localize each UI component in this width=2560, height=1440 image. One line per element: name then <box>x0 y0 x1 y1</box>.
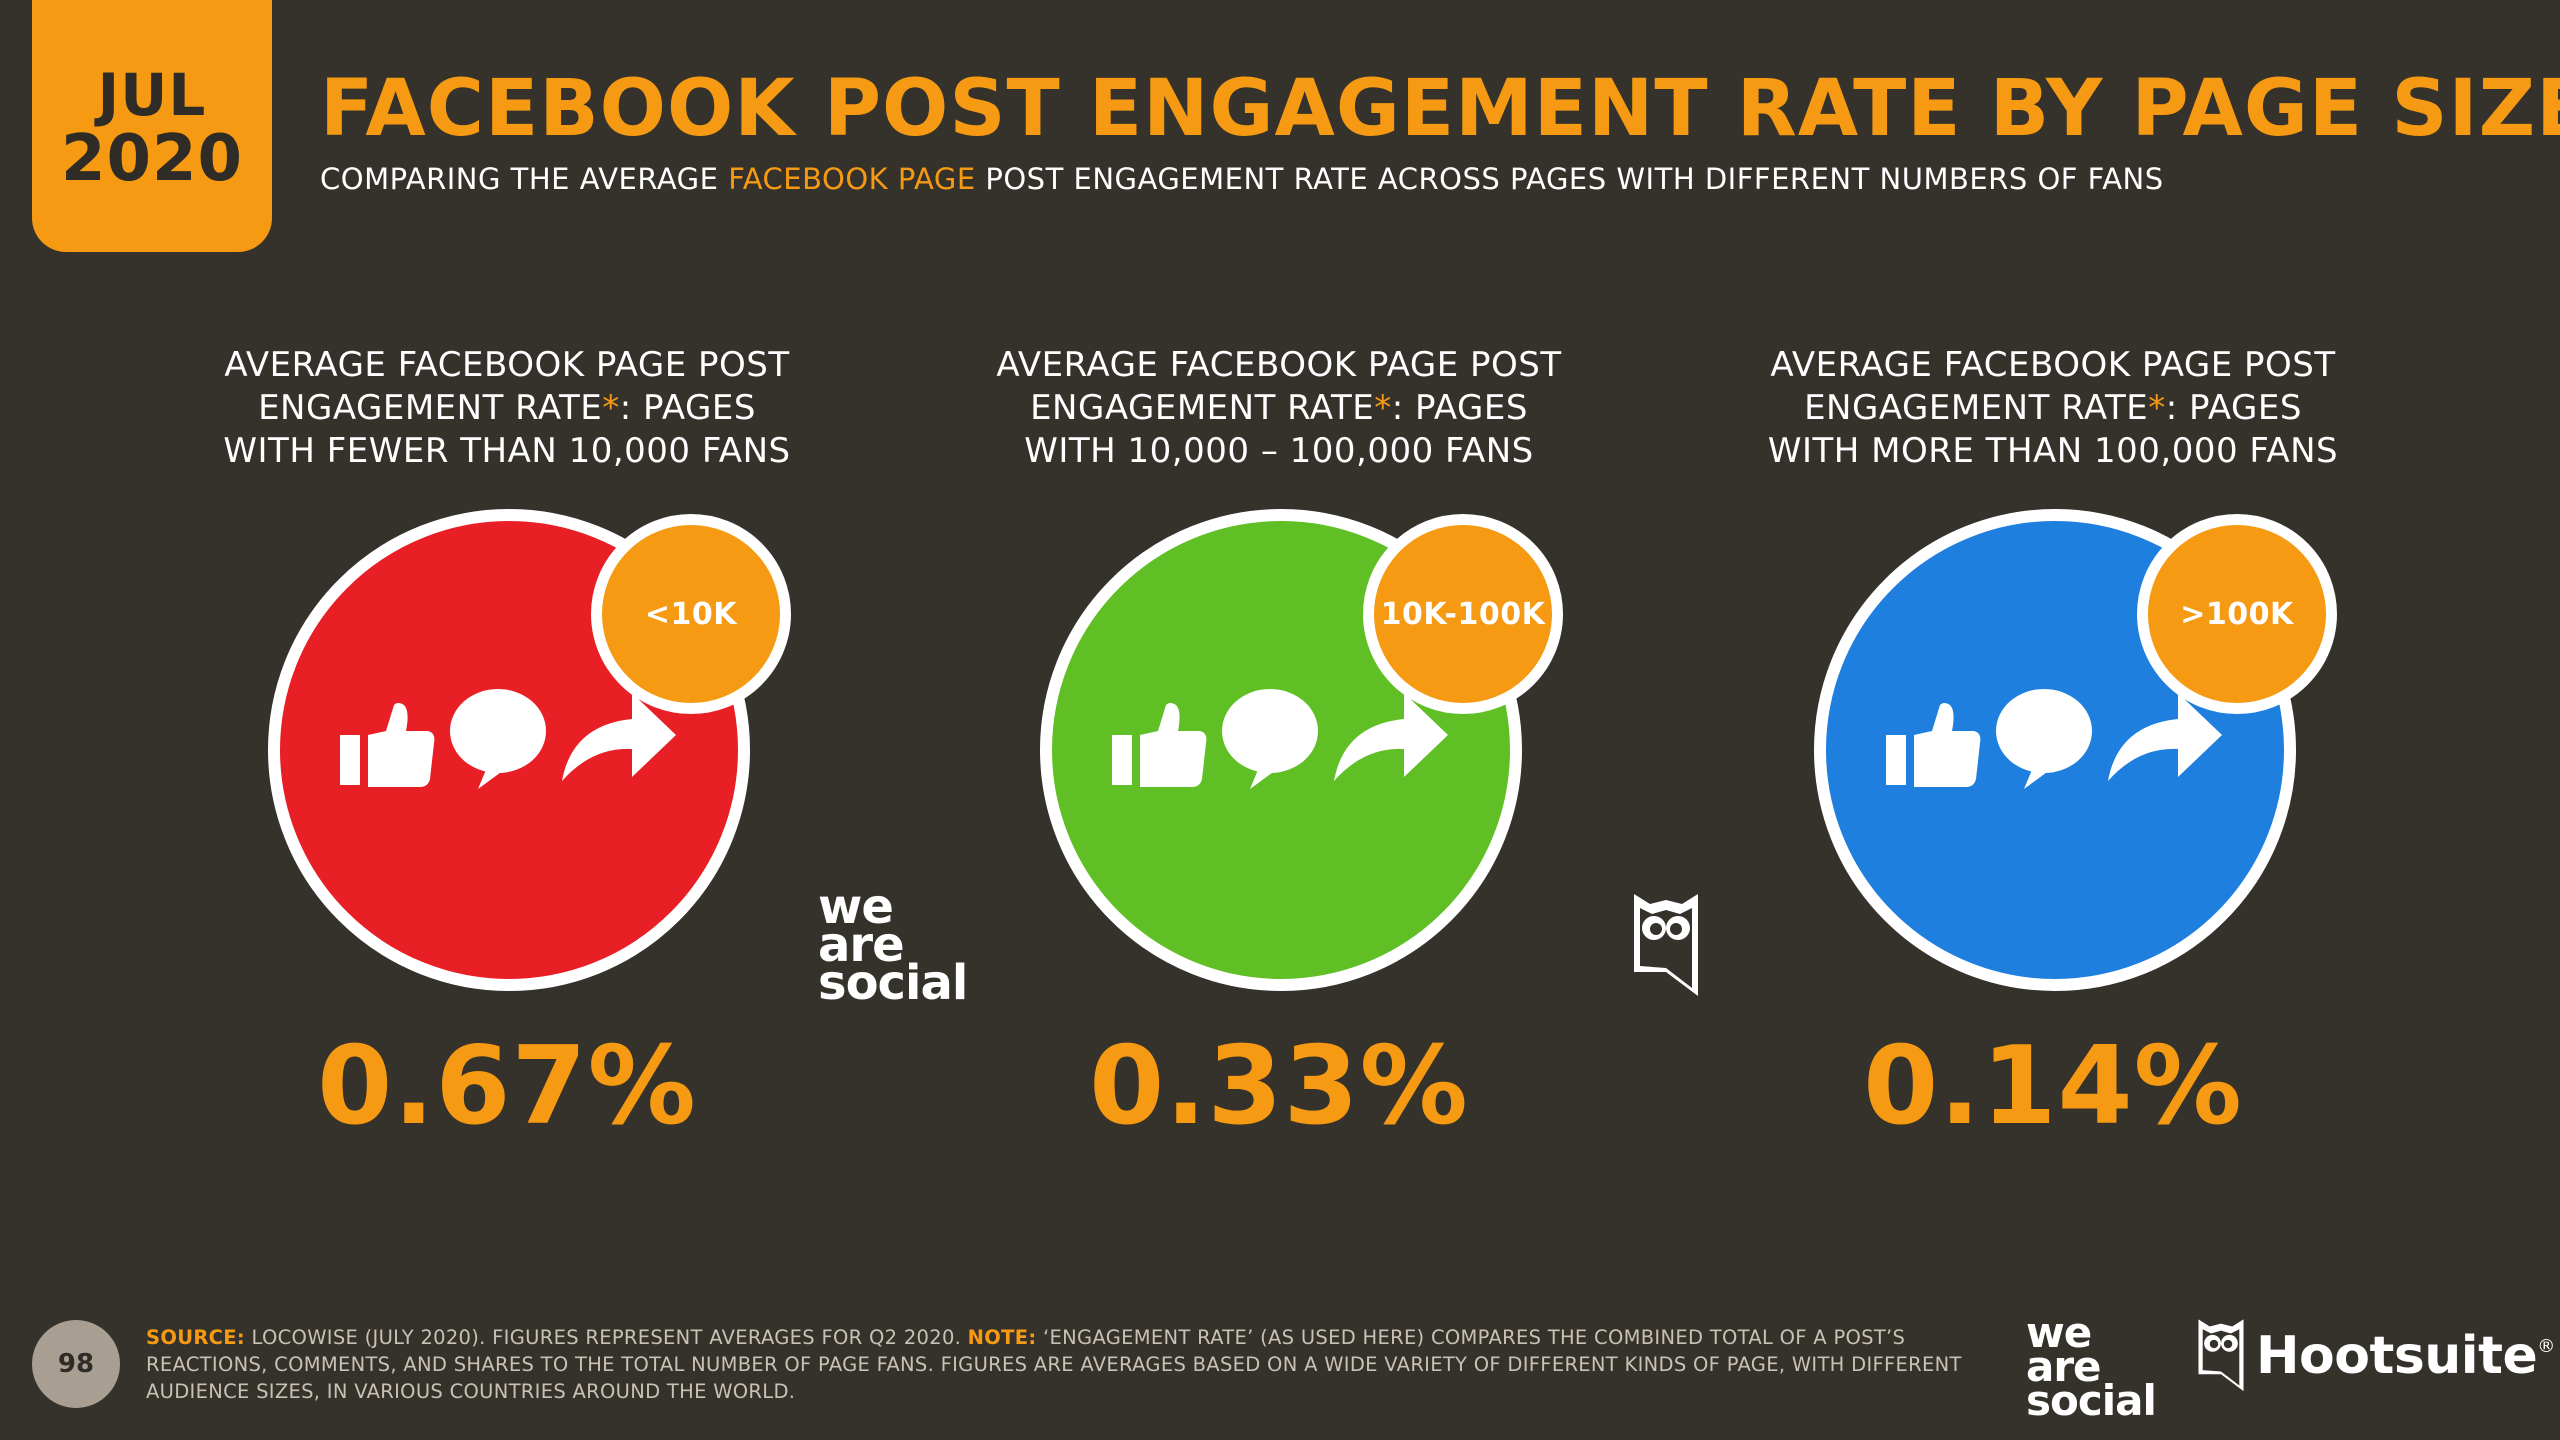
asterisk: * <box>2148 388 2166 428</box>
date-tab: JUL 2020 <box>32 0 272 252</box>
engagement-icons <box>340 681 680 801</box>
caption-line-3: WITH 10,000 – 100,000 FANS <box>1024 431 1534 471</box>
thumbs-up-icon <box>340 703 435 787</box>
share-arrow-icon <box>562 693 676 781</box>
column-caption: AVERAGE FACEBOOK PAGE POST ENGAGEMENT RA… <box>959 344 1599 473</box>
speech-bubble-icon <box>450 689 546 789</box>
registered-mark: ® <box>2537 1336 2556 1357</box>
caption-line-2-text: ENGAGEMENT RATE <box>258 388 603 428</box>
source-text: LOCOWISE (JULY 2020). FIGURES REPRESENT … <box>245 1326 968 1349</box>
engagement-circle-green <box>1040 509 1522 991</box>
column-caption: AVERAGE FACEBOOK PAGE POST ENGAGEMENT RA… <box>1733 344 2373 473</box>
page-size-badge: <10K <box>591 514 791 714</box>
caption-line-2-suffix: : PAGES <box>1391 388 1528 428</box>
caption-line-3: WITH FEWER THAN 10,000 FANS <box>223 431 791 471</box>
page-size-badge: >100K <box>2137 514 2337 714</box>
page-title: FACEBOOK POST ENGAGEMENT RATE BY PAGE SI… <box>320 64 2560 154</box>
caption-line-2: ENGAGEMENT RATE*: PAGES <box>187 387 827 430</box>
logo-word-we: we <box>2026 1308 2092 1357</box>
column-small-pages: AVERAGE FACEBOOK PAGE POST ENGAGEMENT RA… <box>187 344 827 1164</box>
caption-line-2-suffix: : PAGES <box>619 388 756 428</box>
asterisk: * <box>602 388 620 428</box>
logo-word-social: social <box>818 955 968 1011</box>
page-number: 98 <box>32 1320 120 1408</box>
we-are-social-logo: we are social <box>818 879 978 1011</box>
engagement-rate-value: 0.33% <box>1089 1024 1469 1149</box>
caption-line-2-suffix: : PAGES <box>2165 388 2302 428</box>
caption-line-2: ENGAGEMENT RATE*: PAGES <box>1733 387 2373 430</box>
thumbs-up-icon <box>1112 703 1207 787</box>
subtitle-before: COMPARING THE AVERAGE <box>320 162 729 196</box>
share-arrow-icon <box>1334 693 1448 781</box>
caption-line-2: ENGAGEMENT RATE*: PAGES <box>959 387 1599 430</box>
hootsuite-owl-icon <box>2198 1319 2244 1392</box>
subtitle-highlight: FACEBOOK PAGE <box>728 162 976 196</box>
caption-line-2-text: ENGAGEMENT RATE <box>1030 388 1375 428</box>
thumbs-up-icon <box>1886 703 1981 787</box>
engagement-rate-value: 0.67% <box>317 1024 697 1149</box>
page-size-badge: 10K-100K <box>1363 514 1563 714</box>
speech-bubble-icon <box>1996 689 2092 789</box>
subtitle-after: POST ENGAGEMENT RATE ACROSS PAGES WITH D… <box>975 162 2164 196</box>
speech-bubble-icon <box>1222 689 1318 789</box>
footer-hootsuite-logo: Hootsuite ® <box>2194 1318 2555 1394</box>
footer-we-are-social-logo: we are social <box>2026 1308 2157 1425</box>
column-large-pages: AVERAGE FACEBOOK PAGE POST ENGAGEMENT RA… <box>1733 344 2373 1164</box>
asterisk: * <box>1374 388 1392 428</box>
logo-word-social: social <box>2026 1376 2157 1425</box>
engagement-icons <box>1886 681 2226 801</box>
logo-word-we: we <box>818 879 894 935</box>
date-year: 2020 <box>60 121 244 196</box>
note-label: NOTE: <box>967 1326 1037 1349</box>
hootsuite-owl-icon <box>1634 894 1698 996</box>
caption-line-2-text: ENGAGEMENT RATE <box>1804 388 2149 428</box>
engagement-icons <box>1112 681 1452 801</box>
logo-word-are: are <box>818 917 905 973</box>
caption-line-3: WITH MORE THAN 100,000 FANS <box>1767 431 2339 471</box>
date-month: JUL <box>97 60 207 129</box>
caption-line-1: AVERAGE FACEBOOK PAGE POST <box>224 345 790 385</box>
share-arrow-icon <box>2108 693 2222 781</box>
source-label: SOURCE: <box>146 1326 246 1349</box>
hootsuite-wordmark: Hootsuite <box>2256 1326 2538 1386</box>
column-medium-pages: AVERAGE FACEBOOK PAGE POST ENGAGEMENT RA… <box>959 344 1599 1164</box>
caption-line-1: AVERAGE FACEBOOK PAGE POST <box>996 345 1562 385</box>
note-text: ‘ENGAGEMENT RATE’ (AS USED HERE) COMPARE… <box>146 1326 1962 1403</box>
caption-line-1: AVERAGE FACEBOOK PAGE POST <box>1770 345 2336 385</box>
column-caption: AVERAGE FACEBOOK PAGE POST ENGAGEMENT RA… <box>187 344 827 473</box>
source-footnote: SOURCE: LOCOWISE (JULY 2020). FIGURES RE… <box>146 1324 1966 1405</box>
page-subtitle: COMPARING THE AVERAGE FACEBOOK PAGE POST… <box>320 162 2164 196</box>
engagement-rate-value: 0.14% <box>1863 1024 2243 1149</box>
logo-word-are: are <box>2026 1342 2102 1391</box>
